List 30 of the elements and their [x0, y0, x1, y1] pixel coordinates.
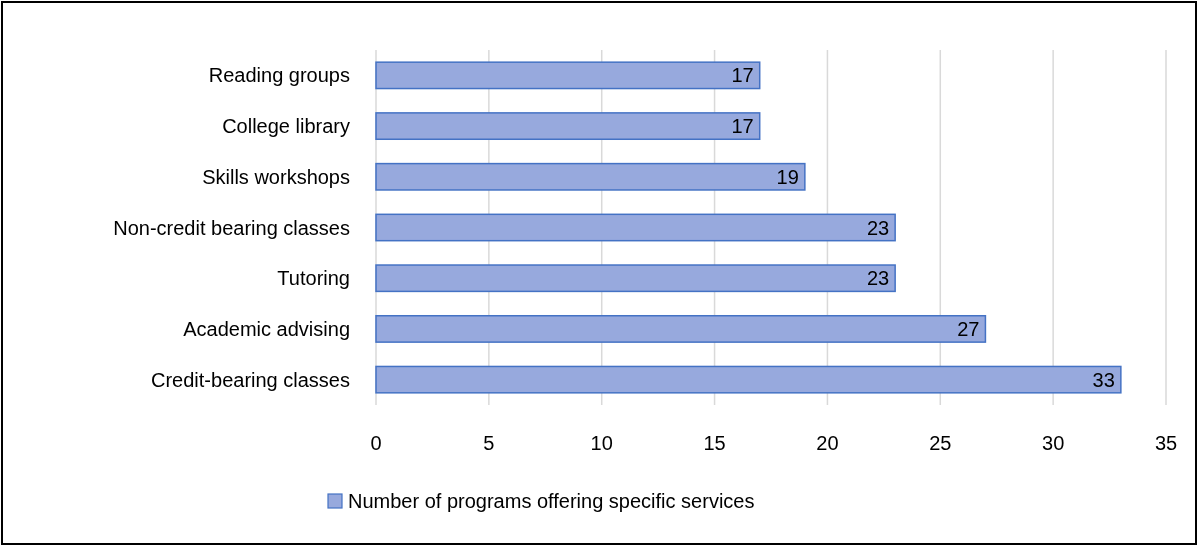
- x-tick-label: 35: [1154, 432, 1178, 454]
- bar: [375, 365, 1122, 394]
- x-tick-label: 25: [929, 432, 952, 454]
- y-tick-label: College library: [222, 115, 350, 138]
- y-tick-label: Reading groups: [208, 64, 350, 87]
- y-tick-label: Skills workshops: [202, 165, 350, 188]
- bar: [375, 112, 761, 141]
- data-label: 17: [731, 64, 754, 87]
- x-tick-label: 0: [370, 432, 382, 454]
- x-tick-label: 10: [590, 432, 613, 454]
- y-tick-label: Non-credit bearing classes: [113, 216, 350, 239]
- data-label: 23: [866, 216, 890, 239]
- bar: [375, 61, 761, 90]
- x-tick-label: 5: [483, 432, 495, 454]
- y-tick-label: Academic advising: [183, 317, 350, 340]
- bar: [375, 213, 896, 242]
- data-label: 19: [776, 165, 799, 188]
- y-tick-label: Tutoring: [277, 267, 350, 290]
- bar: [375, 314, 987, 343]
- x-tick-label: 30: [1042, 432, 1065, 454]
- legend-label: Number of programs offering specific services: [348, 490, 755, 512]
- bar: [375, 162, 806, 191]
- x-tick-label: 15: [703, 432, 726, 454]
- data-label: 17: [731, 115, 754, 138]
- x-tick-label: 20: [816, 432, 839, 454]
- data-label: 23: [866, 267, 890, 290]
- data-label: 27: [957, 317, 980, 340]
- data-label: 33: [1092, 368, 1115, 391]
- bar: [375, 264, 896, 293]
- y-tick-label: Credit-bearing classes: [151, 368, 350, 391]
